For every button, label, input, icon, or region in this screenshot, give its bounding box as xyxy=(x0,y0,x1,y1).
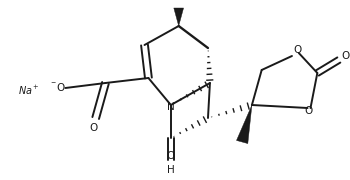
Text: N: N xyxy=(167,102,175,112)
Text: O: O xyxy=(90,123,98,133)
Polygon shape xyxy=(237,105,252,144)
Text: O: O xyxy=(293,45,301,55)
Text: $^{-}$: $^{-}$ xyxy=(50,78,57,87)
Text: Na$^+$: Na$^+$ xyxy=(18,84,39,96)
Text: O: O xyxy=(304,106,313,116)
Text: O: O xyxy=(342,51,350,61)
Text: H: H xyxy=(167,165,175,175)
Text: O: O xyxy=(167,151,175,161)
Polygon shape xyxy=(174,8,183,26)
Text: O: O xyxy=(56,83,65,93)
